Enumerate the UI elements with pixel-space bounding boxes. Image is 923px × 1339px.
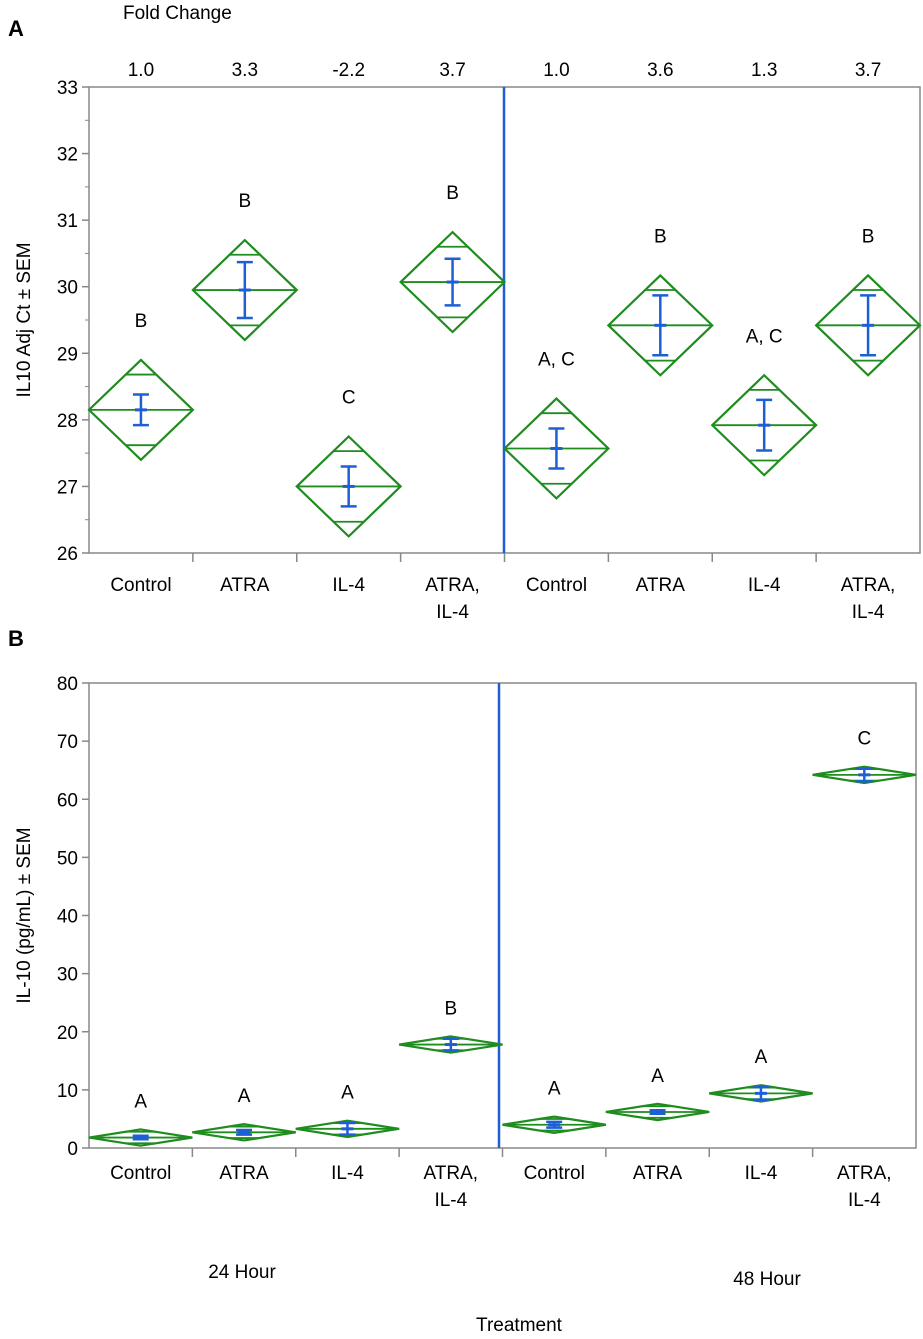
group-label-24h: 24 Hour: [208, 1262, 276, 1283]
significance-label: B: [135, 311, 148, 332]
mean-diamond: [709, 1084, 813, 1103]
significance-label: A: [134, 1091, 147, 1112]
plot-frame: [88, 682, 917, 1149]
significance-label: C: [857, 729, 871, 750]
fold-change-value: 3.6: [647, 60, 673, 81]
fold-change-value: 1.3: [751, 60, 777, 81]
mean-diamond: [192, 1123, 296, 1142]
category-label: Control: [110, 575, 171, 596]
category-label: IL-4: [332, 575, 365, 596]
mean-diamond: [398, 1035, 503, 1054]
category-label: IL-4: [434, 1190, 467, 1211]
mean-diamond: [710, 373, 818, 477]
mean-diamond: [87, 358, 195, 462]
y-tick-label: 20: [57, 1023, 78, 1044]
panel-letter-a: A: [8, 16, 24, 41]
category-label: ATRA: [633, 1163, 683, 1184]
y-axis-title: IL10 Adj Ct ± SEM: [14, 242, 35, 397]
y-tick-label: 50: [57, 848, 78, 869]
mean-diamond: [295, 434, 403, 538]
fold-change-value: -2.2: [332, 60, 365, 81]
y-tick-label: 26: [57, 544, 78, 565]
significance-label: C: [342, 388, 356, 409]
y-tick-label: 80: [57, 674, 78, 695]
mean-diamond: [606, 273, 714, 377]
category-label: IL-4: [331, 1163, 364, 1184]
mean-diamond: [88, 1128, 193, 1147]
y-tick-label: 33: [57, 78, 78, 99]
category-label: ATRA,: [425, 575, 480, 596]
significance-label: B: [446, 183, 459, 204]
category-label: IL-4: [852, 602, 885, 623]
y-tick-label: 32: [57, 145, 78, 166]
y-tick-label: 70: [57, 732, 78, 753]
x-axis-title: Treatment: [476, 1315, 563, 1336]
significance-label: A: [548, 1079, 561, 1100]
mean-diamond: [812, 765, 917, 785]
fold-change-value: 3.3: [232, 60, 258, 81]
category-label: IL-4: [745, 1163, 778, 1184]
y-tick-label: 30: [57, 278, 78, 299]
mean-diamond: [502, 397, 610, 500]
y-tick-label: 29: [57, 344, 78, 365]
category-label: Control: [526, 575, 587, 596]
significance-label: A, C: [746, 326, 783, 347]
y-tick-label: 27: [57, 477, 78, 498]
fold-change-value: 3.7: [855, 60, 881, 81]
y-tick-label: 30: [57, 965, 78, 986]
mean-diamond: [605, 1102, 710, 1122]
category-label: ATRA,: [841, 575, 896, 596]
category-label: ATRA: [636, 575, 686, 596]
y-tick-label: 31: [57, 211, 78, 232]
y-tick-label: 10: [57, 1081, 78, 1102]
mean-diamond: [295, 1119, 400, 1139]
panel-b: B 0 10 20 30 40 50 60 70 80 IL-10 (pg/mL) ± SEM Con…: [8, 626, 917, 1211]
category-label: IL-4: [748, 575, 781, 596]
panel-letter-b: B: [8, 626, 24, 651]
significance-label: B: [654, 226, 667, 247]
mean-diamond: [191, 238, 299, 342]
y-tick-label: 28: [57, 411, 78, 432]
y-axis-title: IL-10 (pg/mL) ± SEM: [14, 827, 35, 1003]
fold-change-title: Fold Change: [123, 3, 232, 24]
category-label: IL-4: [436, 602, 469, 623]
significance-label: B: [862, 226, 875, 247]
panel-a: A 26 27 28 29 30 31 32 33 IL10 Adj Ct ± SEM Contro…: [8, 3, 922, 623]
significance-label: A: [755, 1047, 768, 1068]
mean-diamond: [502, 1115, 607, 1135]
significance-label: A: [341, 1083, 354, 1104]
category-label: IL-4: [848, 1190, 881, 1211]
fold-change-value: 1.0: [128, 60, 154, 81]
category-label: Control: [110, 1163, 171, 1184]
significance-label: B: [444, 998, 457, 1019]
y-tick-label: 60: [57, 790, 78, 811]
fold-change-value: 1.0: [543, 60, 569, 81]
group-label-48h: 48 Hour: [733, 1269, 801, 1290]
significance-label: B: [238, 191, 251, 212]
y-tick-label: 40: [57, 907, 78, 928]
category-label: ATRA,: [837, 1163, 892, 1184]
fold-change-value: 3.7: [439, 60, 465, 81]
mean-diamond: [814, 273, 922, 377]
category-label: ATRA,: [424, 1163, 479, 1184]
significance-label: A, C: [538, 350, 575, 371]
significance-label: A: [651, 1066, 664, 1087]
significance-label: A: [238, 1086, 251, 1107]
category-label: ATRA: [219, 1163, 269, 1184]
mean-diamond: [399, 230, 507, 334]
y-tick-label: 0: [67, 1139, 78, 1160]
category-label: Control: [524, 1163, 585, 1184]
category-label: ATRA: [220, 575, 270, 596]
